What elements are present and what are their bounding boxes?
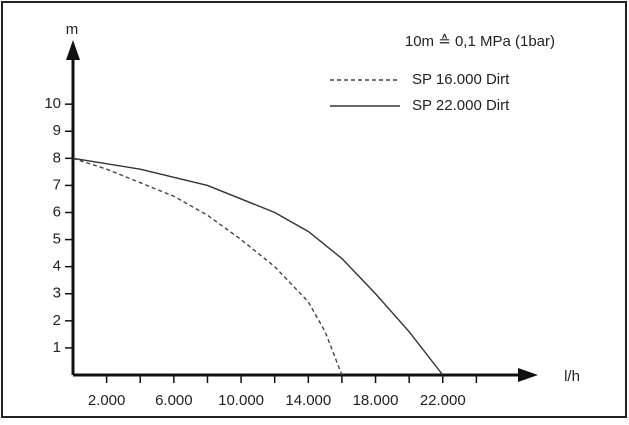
y-tick-label: 8 (53, 149, 61, 166)
x-tick-label: 14.000 (285, 392, 331, 409)
y-tick-label: 2 (53, 312, 61, 329)
annotation: 10m ≙ 0,1 MPa (1bar) (405, 33, 555, 50)
legend-label: SP 22.000 Dirt (412, 97, 510, 114)
y-tick-label: 10 (44, 95, 61, 112)
x-tick-label: 10.000 (218, 392, 264, 409)
x-tick-label: 22.000 (420, 392, 466, 409)
x-tick-label: 18.000 (353, 392, 399, 409)
y-arrow (66, 40, 80, 60)
y-tick-label: 5 (53, 231, 61, 248)
x-arrow (518, 368, 538, 382)
y-tick-label: 6 (53, 203, 61, 220)
y-tick-label: 4 (53, 258, 61, 275)
legend-label: SP 16.000 Dirt (412, 71, 510, 88)
x-tick-label: 6.000 (155, 392, 193, 409)
y-tick-label: 9 (53, 122, 61, 139)
series-line (72, 157, 444, 376)
y-tick-label: 1 (53, 339, 61, 356)
x-tick-label: 2.000 (88, 392, 126, 409)
y-axis-label: m (66, 21, 79, 38)
y-tick-label: 7 (53, 176, 61, 193)
x-axis-label: l/h (564, 368, 580, 385)
series-line (72, 157, 343, 376)
frame (1, 1, 627, 418)
y-tick-label: 3 (53, 285, 61, 302)
